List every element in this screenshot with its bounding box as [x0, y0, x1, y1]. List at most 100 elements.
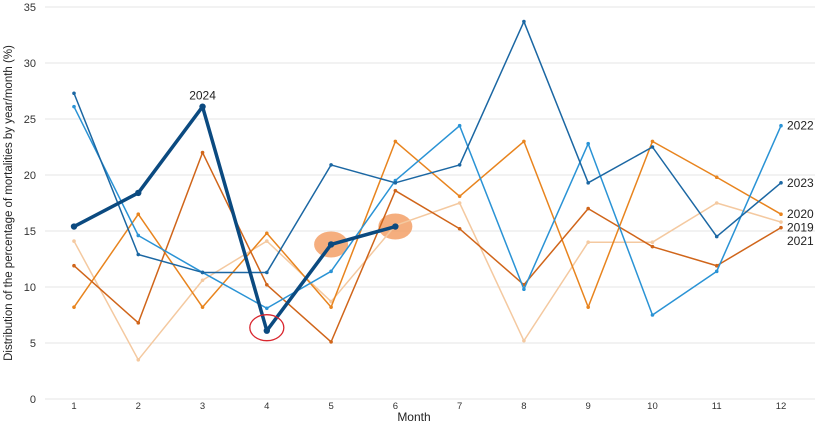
data-point-2019: [200, 278, 205, 283]
circle-marker: [249, 314, 285, 342]
data-point-2023: [457, 163, 462, 167]
series-label: 2024: [189, 89, 216, 103]
data-point-2024: [70, 223, 78, 230]
data-point-2020: [200, 305, 205, 309]
x-tick-label: 1: [71, 401, 76, 412]
data-point-2021: [714, 263, 719, 268]
data-point-2020: [522, 139, 526, 144]
data-point-2023: [72, 91, 76, 96]
series-line-2021: [73, 151, 782, 343]
series-line-2019: [73, 202, 782, 361]
data-point-2024: [135, 189, 142, 197]
data-point-2019: [265, 239, 269, 243]
data-point-2023: [522, 19, 526, 24]
data-point-2023: [393, 181, 398, 185]
data-point-2020: [457, 194, 462, 199]
data-point-2020: [72, 305, 76, 309]
x-tick-label: 8: [521, 401, 526, 412]
data-point-2022: [136, 233, 141, 238]
data-point-2020: [714, 175, 719, 180]
data-point-2019: [136, 358, 141, 362]
data-point-2024: [392, 223, 399, 230]
data-point-2022: [72, 104, 76, 109]
y-tick-label: 10: [24, 282, 36, 294]
y-tick-label: 35: [24, 2, 36, 14]
x-axis-label: Month: [397, 410, 430, 424]
data-point-2021: [586, 206, 590, 211]
x-tick-label: 5: [328, 401, 333, 412]
data-point-2019: [714, 201, 719, 205]
data-point-2020: [136, 212, 141, 216]
data-point-2021: [72, 263, 76, 268]
data-point-2019: [779, 220, 783, 224]
data-point-2023: [265, 270, 269, 275]
x-tick-label: 7: [457, 401, 462, 412]
data-point-2020: [393, 139, 398, 144]
gridlines: [45, 6, 815, 400]
x-tick-label: 10: [647, 401, 658, 412]
data-point-2023: [586, 181, 590, 185]
data-point-2019: [650, 240, 655, 244]
data-point-2022: [586, 141, 590, 146]
data-point-2021: [457, 226, 462, 231]
data-point-2022: [650, 313, 655, 317]
y-axis-label: Distribution of the percentage of mortal…: [3, 45, 15, 361]
data-point-2022: [522, 287, 526, 292]
x-tick-label: 11: [712, 401, 722, 412]
x-tick-label: 3: [200, 401, 205, 412]
y-tick-label: 0: [30, 394, 36, 406]
data-point-2022: [457, 123, 462, 128]
data-point-2021: [265, 282, 269, 287]
data-point-2024: [327, 241, 335, 248]
data-point-2020: [329, 305, 333, 309]
data-point-2020: [779, 212, 783, 216]
data-point-2021: [200, 150, 205, 155]
data-point-2023: [329, 163, 333, 167]
data-point-2020: [650, 139, 655, 144]
data-point-2023: [650, 145, 655, 149]
x-tick-label: 6: [393, 401, 398, 412]
series-label: 2022: [787, 119, 814, 133]
x-tick-label: 4: [264, 401, 269, 412]
data-point-2024: [199, 103, 206, 110]
y-tick-label: 30: [24, 58, 36, 70]
y-tick-label: 5: [30, 338, 36, 350]
series-lines: [70, 19, 783, 362]
series-line-2023: [73, 20, 782, 274]
data-point-2023: [779, 181, 783, 185]
data-point-2021: [393, 188, 398, 193]
data-point-2022: [714, 269, 719, 274]
data-point-2021: [650, 244, 655, 249]
data-point-2024: [263, 327, 271, 334]
data-point-2019: [522, 338, 526, 343]
y-tick-label: 20: [24, 170, 36, 182]
data-point-2019: [457, 201, 462, 205]
series-label: 2019: [787, 221, 814, 235]
data-point-2021: [329, 340, 333, 344]
data-point-2019: [586, 240, 590, 244]
data-point-2023: [714, 234, 719, 239]
data-point-2019: [329, 299, 333, 304]
data-point-2021: [136, 321, 141, 325]
x-tick-labels: 1 2 3 4 5 6 7 8 9 10 11 12: [71, 401, 786, 412]
data-point-2021: [779, 225, 783, 230]
series-label: 2023: [787, 176, 814, 190]
y-tick-labels: 0 5 10 15 20 25 30 35: [24, 2, 36, 406]
x-tick-label: 2: [136, 401, 141, 412]
y-tick-label: 15: [24, 226, 36, 238]
y-tick-label: 25: [24, 114, 36, 126]
data-point-2020: [265, 231, 269, 236]
data-point-2023: [136, 252, 141, 257]
data-point-2020: [586, 305, 590, 309]
data-point-2023: [200, 270, 205, 275]
series-label: 2021: [787, 234, 814, 248]
series-line-2022: [73, 106, 782, 316]
x-tick-label: 12: [776, 401, 787, 412]
data-point-2022: [329, 269, 333, 274]
x-tick-label: 9: [586, 401, 591, 412]
data-point-2019: [72, 239, 76, 243]
series-line-2024: [73, 104, 396, 333]
